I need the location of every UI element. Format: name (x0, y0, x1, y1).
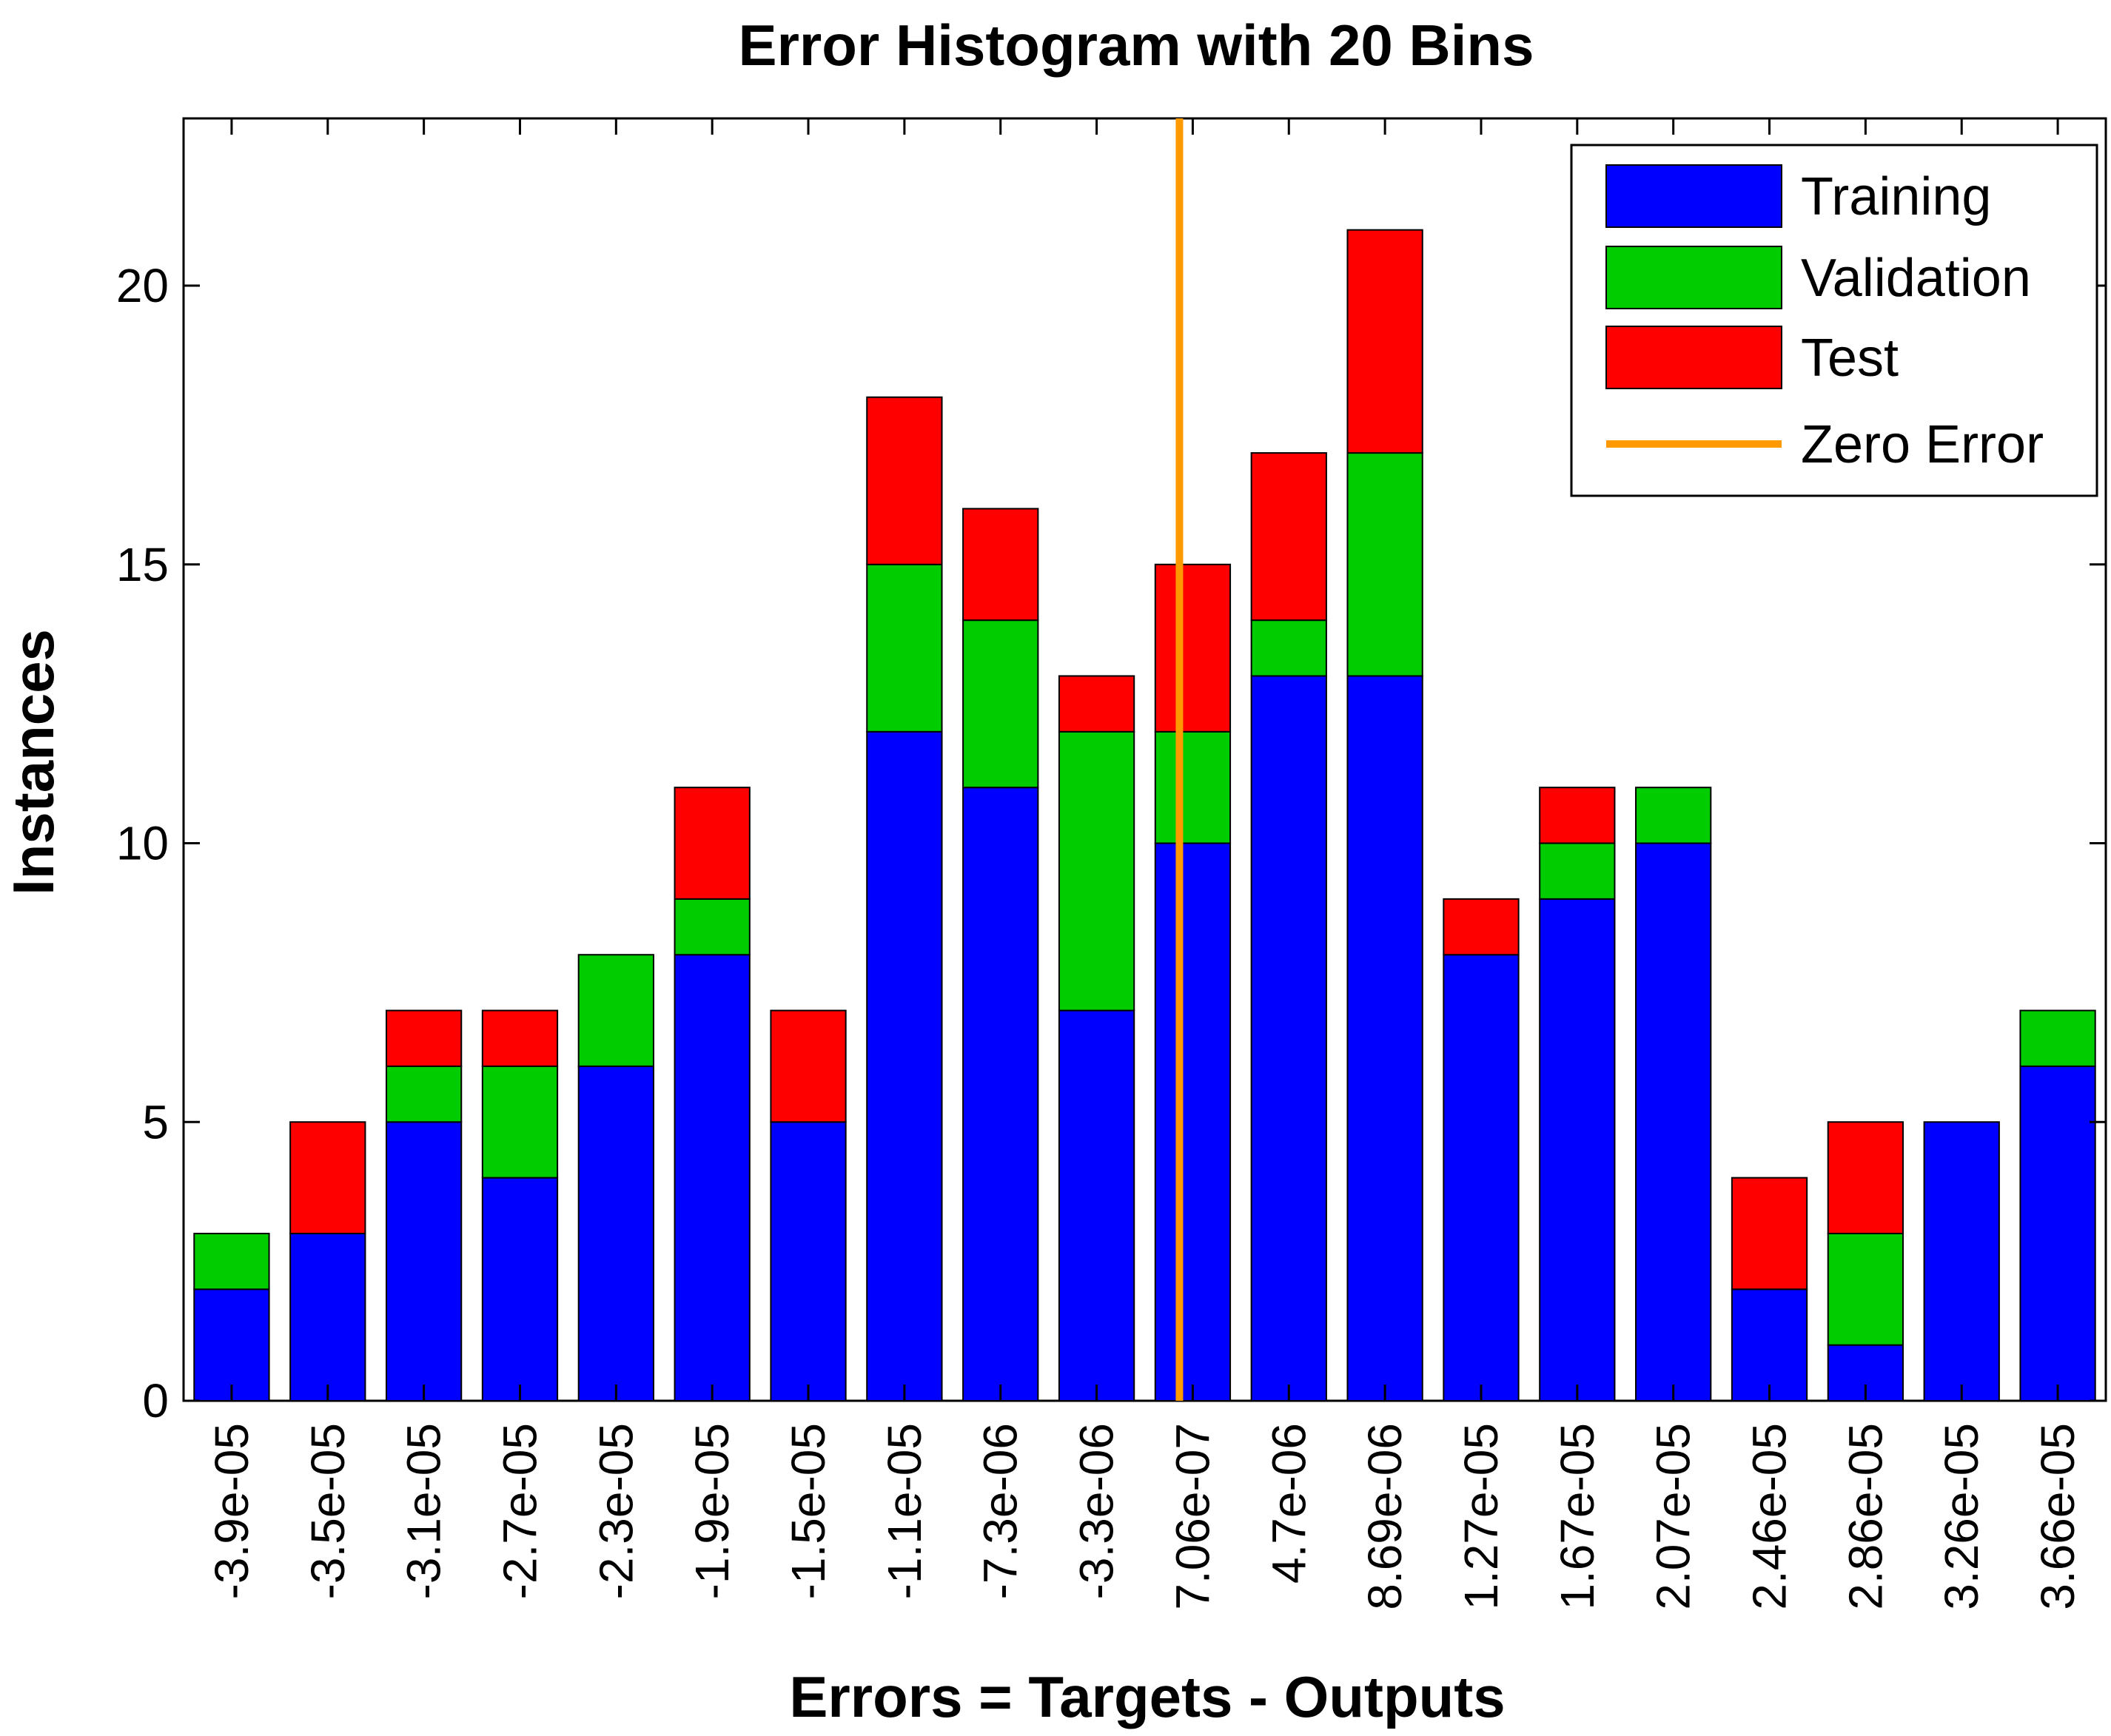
y-tick-label: 5 (142, 1095, 169, 1148)
bar-test-14 (1539, 787, 1616, 844)
bar-validation-12 (1346, 452, 1423, 677)
bar-test-8 (962, 508, 1039, 622)
bar-training-5 (674, 954, 751, 1402)
bar-test-11 (1250, 452, 1327, 622)
bar-validation-0 (193, 1232, 270, 1291)
x-tick-label: -3.9e-05 (205, 1423, 258, 1599)
legend-label-zero-error: Zero Error (1801, 415, 2044, 474)
x-tick-label: -1.1e-05 (878, 1423, 931, 1599)
bar-training-15 (1635, 842, 1712, 1402)
x-tick-label: -2.7e-05 (493, 1423, 546, 1599)
bar-validation-19 (2019, 1009, 2096, 1067)
bar-training-4 (577, 1065, 654, 1402)
bar-validation-11 (1250, 619, 1327, 677)
bar-test-7 (866, 396, 943, 565)
bars (193, 229, 2096, 1402)
legend-swatch-test (1605, 326, 1782, 389)
bar-test-2 (385, 1009, 463, 1067)
x-tick-label: 8.69e-06 (1358, 1423, 1412, 1610)
bar-test-10 (1154, 563, 1232, 733)
bar-training-19 (2019, 1065, 2096, 1402)
bar-test-9 (1058, 675, 1135, 733)
bar-training-6 (770, 1121, 847, 1402)
bar-validation-2 (385, 1065, 463, 1123)
x-tick-label: 2.86e-05 (1839, 1423, 1892, 1610)
bar-training-3 (481, 1177, 559, 1402)
x-tick-label: -1.5e-05 (782, 1423, 835, 1599)
bar-training-18 (1923, 1121, 2000, 1402)
bar-validation-15 (1635, 787, 1712, 844)
x-tick-label: -2.3e-05 (589, 1423, 642, 1599)
bar-training-16 (1731, 1288, 1808, 1402)
x-tick-label: -7.3e-06 (974, 1423, 1027, 1599)
x-tick-label: 4.7e-06 (1262, 1423, 1315, 1584)
legend-swatch-training (1605, 164, 1782, 228)
y-tick-label: 15 (116, 538, 169, 591)
y-axis-label: Instances (1, 629, 66, 895)
bar-validation-17 (1827, 1232, 1904, 1346)
x-tick-label: -3.5e-05 (301, 1423, 355, 1599)
bar-training-2 (385, 1121, 463, 1402)
bar-validation-3 (481, 1065, 559, 1179)
x-tick-label: 1.67e-05 (1551, 1423, 1604, 1610)
bar-test-13 (1443, 898, 1520, 956)
x-tick-label: 2.46e-05 (1743, 1423, 1796, 1610)
bar-test-1 (289, 1121, 366, 1234)
bar-validation-10 (1154, 730, 1232, 844)
x-tick-label: -3.3e-06 (1070, 1423, 1124, 1599)
bar-training-7 (866, 730, 943, 1402)
legend-label-training: Training (1801, 167, 1991, 226)
y-tick-label: 20 (116, 259, 169, 312)
bar-test-16 (1731, 1177, 1808, 1291)
x-tick-label: 1.27e-05 (1454, 1423, 1508, 1610)
bar-test-12 (1346, 229, 1423, 454)
x-axis-label: Errors = Targets - Outputs (789, 1664, 1505, 1729)
bar-training-11 (1250, 675, 1327, 1402)
y-tick-label: 10 (116, 817, 169, 870)
bar-validation-14 (1539, 842, 1616, 900)
legend-label-validation: Validation (1801, 249, 2031, 308)
bar-validation-4 (577, 954, 654, 1067)
bar-validation-7 (866, 563, 943, 733)
bar-training-13 (1443, 954, 1520, 1402)
x-tick-label: -1.9e-05 (685, 1423, 739, 1599)
bar-training-14 (1539, 898, 1616, 1402)
bar-training-1 (289, 1232, 366, 1402)
bar-test-3 (481, 1009, 559, 1067)
legend: Training Validation Test Zero Error (1570, 144, 2098, 497)
x-tick-label: 3.66e-05 (2031, 1423, 2084, 1610)
bar-training-0 (193, 1288, 270, 1402)
legend-swatch-validation (1605, 246, 1782, 309)
bar-test-17 (1827, 1121, 1904, 1234)
x-tick-label: -3.1e-05 (397, 1423, 451, 1599)
bar-training-8 (962, 787, 1039, 1402)
bar-validation-8 (962, 619, 1039, 789)
bar-test-6 (770, 1009, 847, 1123)
bar-training-10 (1154, 842, 1232, 1402)
chart-title: Error Histogram with 20 Bins (739, 13, 1534, 78)
x-tick-label: 2.07e-05 (1647, 1423, 1700, 1610)
legend-label-test: Test (1801, 329, 1899, 388)
bar-validation-9 (1058, 730, 1135, 1012)
bar-validation-5 (674, 898, 751, 956)
bar-test-5 (674, 787, 751, 900)
bar-training-12 (1346, 675, 1423, 1402)
x-tick-label: 3.26e-05 (1935, 1423, 1988, 1610)
bar-training-9 (1058, 1009, 1135, 1402)
y-tick-label: 0 (142, 1374, 169, 1427)
x-tick-label: 7.06e-07 (1166, 1423, 1219, 1610)
